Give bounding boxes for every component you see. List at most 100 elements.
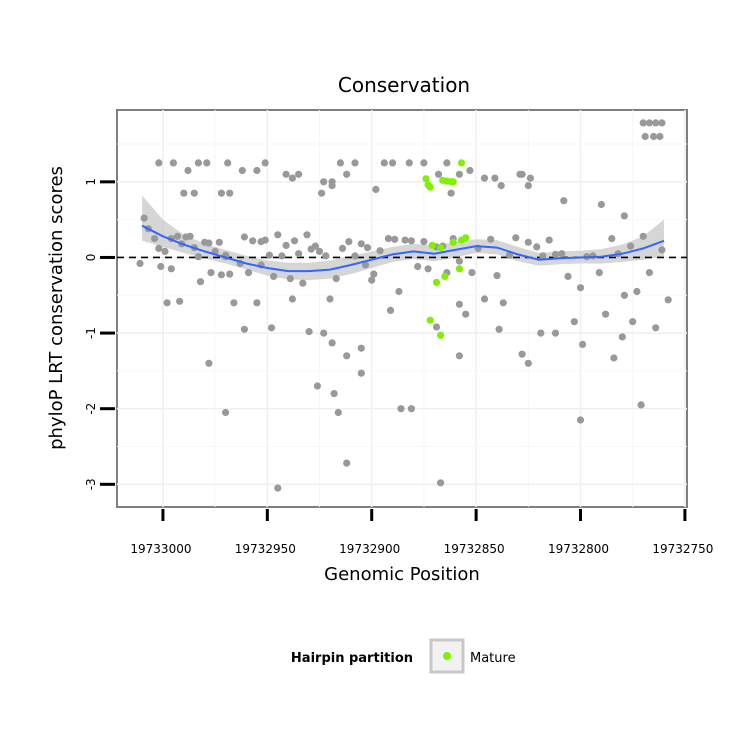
data-point-other <box>372 185 380 193</box>
data-point-mature <box>439 176 447 184</box>
data-point-other <box>524 238 532 246</box>
x-axis: 19733000 19732950 19732900 19732850 19732800… <box>130 509 713 556</box>
data-point-other <box>351 159 359 167</box>
legend-key-mature-icon <box>443 652 451 660</box>
data-point-other <box>363 244 372 252</box>
data-point-other <box>468 269 476 277</box>
data-point-other <box>186 232 194 240</box>
data-point-mature <box>422 175 430 183</box>
data-point-other <box>380 159 388 167</box>
data-point-other <box>136 259 144 268</box>
data-point-other <box>512 234 520 242</box>
data-point-other <box>322 252 330 260</box>
data-point-other <box>155 244 163 252</box>
data-point-other <box>434 170 443 178</box>
y-tick-label: 0 <box>84 254 98 262</box>
data-point-mature <box>426 183 434 191</box>
data-point-other <box>282 241 290 249</box>
data-point-other <box>443 159 451 167</box>
data-point-other <box>240 325 248 333</box>
data-point-other <box>217 271 225 279</box>
data-point-other <box>274 484 282 492</box>
data-point-other <box>161 247 169 255</box>
data-point-other <box>313 382 321 390</box>
x-tick-label: 19732850 <box>444 542 505 556</box>
x-tick-label: 19732800 <box>548 542 609 556</box>
data-point-other <box>305 328 313 336</box>
data-point-other <box>664 296 672 304</box>
data-point-other <box>524 359 532 367</box>
data-point-other <box>334 408 342 417</box>
data-point-other <box>326 295 334 303</box>
data-point-other <box>299 279 307 287</box>
data-point-other <box>610 354 618 362</box>
data-point-other <box>551 250 560 258</box>
data-point-other <box>602 310 610 318</box>
y-axis: -3 -2 -1 0 1 <box>84 178 115 490</box>
data-point-other <box>652 119 660 127</box>
data-point-other <box>290 237 299 245</box>
data-point-other <box>524 182 532 190</box>
data-point-other <box>320 329 328 337</box>
data-point-other <box>455 257 463 265</box>
data-point-other <box>230 299 238 307</box>
data-point-other <box>480 174 489 182</box>
data-point-other <box>267 324 276 332</box>
data-point-other <box>407 405 415 413</box>
data-point-other <box>376 247 384 255</box>
data-point-other <box>282 170 290 178</box>
data-point-other <box>495 325 503 333</box>
data-point-other <box>338 244 347 252</box>
data-point-other <box>357 240 365 248</box>
data-point-other <box>645 269 654 277</box>
data-point-other <box>328 182 336 190</box>
data-point-other <box>424 265 432 273</box>
data-point-other <box>432 323 441 331</box>
data-point-other <box>641 132 649 141</box>
y-tick-label: -3 <box>84 478 98 490</box>
data-point-mature <box>462 234 470 242</box>
data-point-other <box>639 119 647 127</box>
data-point-other <box>589 252 597 260</box>
data-point-other <box>361 261 370 269</box>
data-point-other <box>637 401 645 409</box>
data-point-other <box>420 159 428 167</box>
data-point-other <box>579 340 587 348</box>
data-point-other <box>576 284 585 292</box>
data-point-other <box>318 189 326 197</box>
data-point-other <box>295 170 303 178</box>
data-point-other <box>274 231 282 239</box>
data-point-other <box>328 339 336 347</box>
data-point-other <box>357 344 365 352</box>
data-point-other <box>343 352 351 360</box>
data-point-other <box>401 236 409 244</box>
data-point-other <box>518 350 526 358</box>
data-point-other <box>545 236 553 244</box>
data-point-mature <box>441 272 449 280</box>
data-point-mature <box>449 238 457 246</box>
data-point-other <box>205 359 213 367</box>
data-point-other <box>551 329 560 337</box>
data-point-other <box>455 170 463 178</box>
x-axis-title: Genomic Position <box>324 564 480 585</box>
data-point-other <box>595 269 603 277</box>
data-point-other <box>420 238 428 246</box>
data-point-other <box>564 272 572 280</box>
data-point-other <box>518 170 526 178</box>
data-point-other <box>343 459 351 467</box>
data-point-mature <box>432 278 441 286</box>
data-point-other <box>658 119 666 127</box>
data-point-other <box>330 390 338 398</box>
data-point-other <box>169 159 177 167</box>
x-tick-label: 19732900 <box>339 542 400 556</box>
data-point-other <box>466 166 474 175</box>
data-point-other <box>437 479 445 487</box>
data-point-other <box>184 166 192 175</box>
y-axis-title: phyloP LRT conservation scores <box>46 166 67 450</box>
data-point-other <box>597 200 606 209</box>
data-point-mature <box>457 159 466 167</box>
data-point-other <box>491 174 499 182</box>
data-point-other <box>205 239 213 247</box>
data-point-other <box>194 159 202 167</box>
data-point-other <box>526 174 535 182</box>
